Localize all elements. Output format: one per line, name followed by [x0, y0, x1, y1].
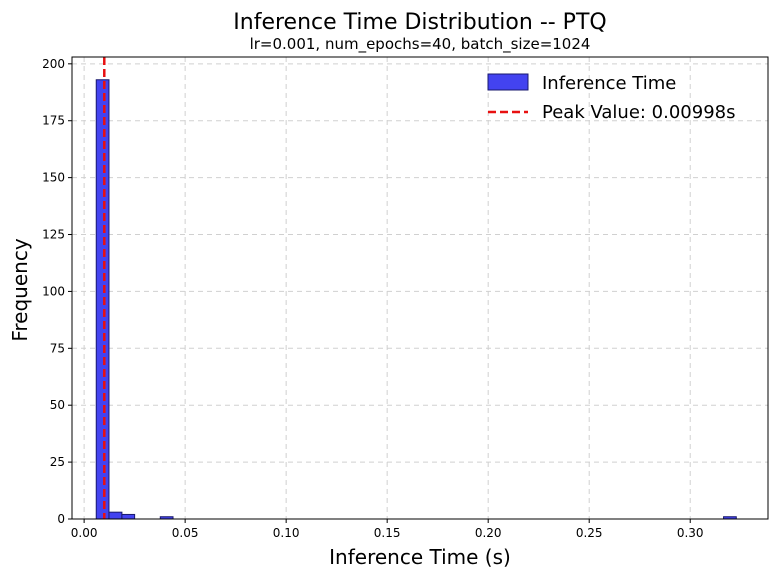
- legend: Inference Time Peak Value: 0.00998s: [487, 73, 736, 123]
- y-axis-label: Frequency: [8, 238, 32, 341]
- y-tick-label: 50: [50, 398, 65, 412]
- x-axis-label: Inference Time (s): [329, 545, 511, 569]
- y-tick-label: 125: [42, 228, 65, 242]
- x-tick-label: 0.05: [172, 526, 199, 540]
- legend-label-inference-time: Inference Time: [542, 73, 676, 94]
- y-tick-label: 200: [42, 57, 65, 71]
- y-axis-ticks: 0 25 50 75 100 125 150 175 200: [42, 57, 72, 526]
- x-axis-ticks: 0.00 0.05 0.10 0.15 0.20 0.25 0.30: [71, 519, 704, 540]
- y-tick-label: 25: [50, 455, 65, 469]
- histogram-bar: [108, 511, 123, 520]
- histogram-bar: [121, 513, 136, 520]
- histogram-bars: [95, 79, 737, 520]
- y-tick-label: 0: [57, 512, 65, 526]
- legend-swatch-inference-time: [487, 73, 529, 91]
- grid-lines: [72, 57, 768, 520]
- y-tick-label: 75: [50, 341, 65, 355]
- y-tick-label: 150: [42, 171, 65, 185]
- chart-title: Inference Time Distribution -- PTQ: [233, 10, 606, 35]
- x-tick-label: 0.10: [273, 526, 300, 540]
- plot-frame: [71, 56, 769, 520]
- histogram-bar: [95, 79, 110, 520]
- legend-label-peak-value: Peak Value: 0.00998s: [542, 102, 736, 123]
- chart-subtitle: lr=0.001, num_epochs=40, batch_size=1024: [250, 35, 591, 54]
- x-tick-label: 0.00: [71, 526, 98, 540]
- x-tick-label: 0.20: [475, 526, 502, 540]
- x-tick-label: 0.25: [576, 526, 603, 540]
- x-tick-label: 0.15: [374, 526, 401, 540]
- y-tick-label: 100: [42, 284, 65, 298]
- y-tick-label: 175: [42, 114, 65, 128]
- x-tick-label: 0.30: [677, 526, 704, 540]
